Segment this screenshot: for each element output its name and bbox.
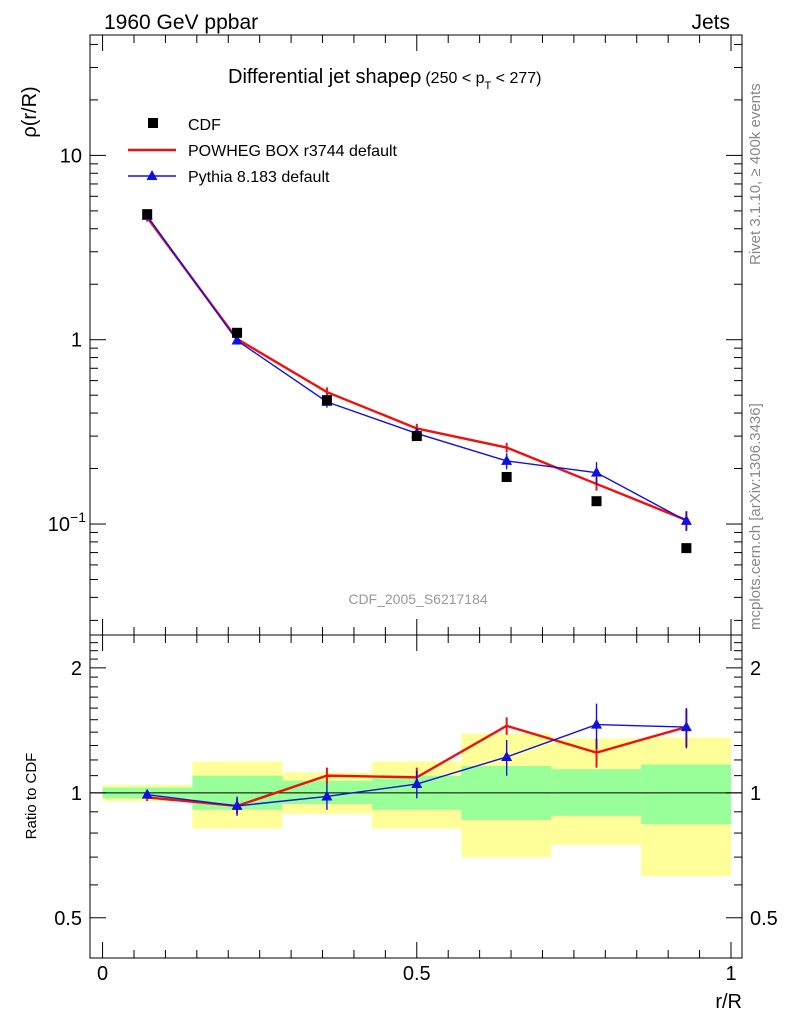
x-axis-label: r/R bbox=[715, 991, 742, 1013]
mcplots-label: mcplots.cern.ch [arXiv:1306.3436] bbox=[747, 403, 764, 630]
powheg-line bbox=[146, 216, 687, 522]
cdf-point bbox=[591, 496, 602, 507]
legend-powheg-label: POWHEG BOX r3744 default bbox=[188, 143, 398, 160]
legend-cdf-label: CDF bbox=[188, 117, 221, 134]
legend: CDF POWHEG BOX r3744 default Pythia 8.18… bbox=[128, 117, 398, 186]
header-right: Jets bbox=[691, 11, 730, 34]
ratio-pythia-point bbox=[411, 778, 423, 789]
ratio-panel-series bbox=[141, 703, 692, 816]
ratio-ylabel: Ratio to CDF bbox=[23, 753, 40, 840]
top-ylabel: ρ(r/R) bbox=[19, 86, 41, 137]
top-y-tick-label: 1 bbox=[71, 330, 82, 352]
ratio-y-tick-label: 0.5 bbox=[54, 908, 82, 930]
plot-title-suffix: (250 < p bbox=[425, 70, 484, 87]
top-y-tick-label: 10 bbox=[60, 145, 82, 167]
pythia-point bbox=[501, 454, 513, 465]
x-tick-label: 1 bbox=[725, 963, 736, 985]
pythia-point bbox=[680, 514, 692, 525]
ratio-pythia-point bbox=[321, 790, 333, 801]
cdf-point bbox=[681, 543, 692, 554]
x-tick-label: 0.5 bbox=[403, 963, 431, 985]
plot-title-sub: T bbox=[485, 80, 492, 92]
ratio-band-inner bbox=[641, 764, 732, 825]
ratio-pythia-point bbox=[501, 750, 513, 761]
top-y-tick-label: 10−1 bbox=[48, 509, 86, 536]
cdf-point bbox=[321, 395, 332, 406]
ratio-pythia-point bbox=[591, 718, 603, 729]
ratio-y-tick-label-right: 2 bbox=[750, 658, 761, 680]
rivet-label: Rivet 3.1.10, ≥ 400k events bbox=[747, 83, 764, 265]
ratio-bands bbox=[102, 733, 732, 877]
top-panel-series bbox=[141, 209, 692, 554]
ratio-pythia-point bbox=[231, 799, 243, 810]
ratio-y-tick-label-right: 0.5 bbox=[750, 908, 778, 930]
ratio-y-tick-label: 2 bbox=[71, 658, 82, 680]
x-tick-label: 0 bbox=[97, 963, 108, 985]
pythia-line bbox=[146, 215, 687, 522]
pythia-point bbox=[231, 334, 243, 345]
header-left: 1960 GeV ppbar bbox=[104, 11, 258, 34]
cdf-point bbox=[411, 431, 422, 442]
cdf-point bbox=[142, 209, 153, 220]
ratio-pythia-point bbox=[680, 721, 692, 732]
pythia-point bbox=[591, 466, 603, 477]
legend-cdf-marker bbox=[148, 118, 158, 128]
ratio-pythia-point bbox=[141, 788, 153, 799]
plot-title-tail: < 277) bbox=[491, 70, 541, 87]
ratio-panel-axes: 2 2 1 1 0.5 0.5 0 0.5 1 bbox=[54, 634, 778, 985]
analysis-watermark: CDF_2005_S6217184 bbox=[348, 591, 488, 607]
cdf-point bbox=[501, 471, 512, 482]
legend-pythia-marker bbox=[146, 170, 158, 180]
ratio-y-tick-label: 1 bbox=[71, 783, 82, 805]
ratio-frame bbox=[89, 634, 743, 959]
cdf-point bbox=[232, 327, 243, 338]
ratio-y-tick-label-right: 1 bbox=[750, 783, 761, 805]
legend-pythia-label: Pythia 8.183 default bbox=[188, 169, 330, 186]
plot-title: Differential jet shapeρ (250 < pT < 277) bbox=[228, 66, 542, 92]
